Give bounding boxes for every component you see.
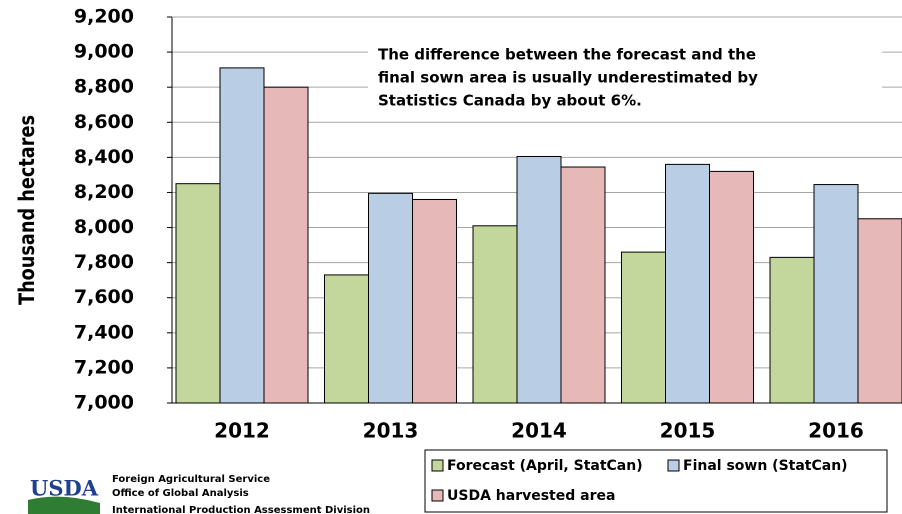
legend-label: Forecast (April, StatCan) xyxy=(447,458,643,474)
y-tick-label: 8,200 xyxy=(74,181,134,203)
logo-mark: USDA xyxy=(30,476,99,501)
bar xyxy=(560,166,606,404)
y-tick-label: 9,200 xyxy=(74,6,134,28)
legend-swatch xyxy=(667,459,680,472)
y-tick-label: 7,600 xyxy=(74,286,134,308)
logo-line: Foreign Agricultural Service xyxy=(112,474,270,485)
bar xyxy=(175,183,221,404)
bar xyxy=(324,274,369,404)
x-tick-label: 2012 xyxy=(214,419,270,443)
bar xyxy=(516,155,562,404)
legend-swatch xyxy=(431,459,444,472)
annotation: final sown area is usually underestimate… xyxy=(378,69,758,87)
x-tick-label: 2013 xyxy=(363,419,419,443)
annotation: Statistics Canada by about 6%. xyxy=(378,92,642,110)
bar xyxy=(709,170,754,404)
y-tick-label: 7,800 xyxy=(74,251,134,273)
y-axis-label: Thousand hectares xyxy=(15,115,39,305)
y-tick-label: 8,600 xyxy=(74,111,134,133)
bar xyxy=(621,251,666,404)
legend-label: Final sown (StatCan) xyxy=(683,458,848,474)
annotation: The difference between the forecast and … xyxy=(378,46,756,64)
y-tick-label: 7,200 xyxy=(74,356,134,378)
bar xyxy=(472,225,518,404)
bar xyxy=(219,67,265,404)
bar xyxy=(857,218,902,404)
bar xyxy=(813,184,859,404)
legend-swatch xyxy=(431,489,444,502)
bar xyxy=(665,163,710,404)
x-tick-label: 2016 xyxy=(808,419,864,443)
logo-line: International Production Assessment Divi… xyxy=(112,505,370,514)
y-tick-label: 9,000 xyxy=(74,41,134,63)
bar xyxy=(263,86,309,404)
x-tick-label: 2014 xyxy=(511,419,567,443)
y-tick-label: 7,000 xyxy=(74,392,134,414)
y-tick-label: 8,400 xyxy=(74,146,134,168)
logo-line: Office of Global Analysis xyxy=(112,488,249,499)
logo-swoosh xyxy=(28,496,100,514)
legend-label: USDA harvested area xyxy=(447,488,615,504)
bar xyxy=(412,198,457,404)
y-tick-label: 8,000 xyxy=(74,216,134,238)
annotation-box xyxy=(368,38,882,114)
logo: USDA Foreign Agricultural Service Office… xyxy=(28,474,370,514)
x-tick-label: 2015 xyxy=(660,419,716,443)
legend-box xyxy=(424,449,888,513)
y-tick-label: 7,400 xyxy=(74,321,134,343)
y-tick-label: 8,800 xyxy=(74,76,134,98)
bar xyxy=(769,256,815,404)
bar xyxy=(368,192,413,404)
